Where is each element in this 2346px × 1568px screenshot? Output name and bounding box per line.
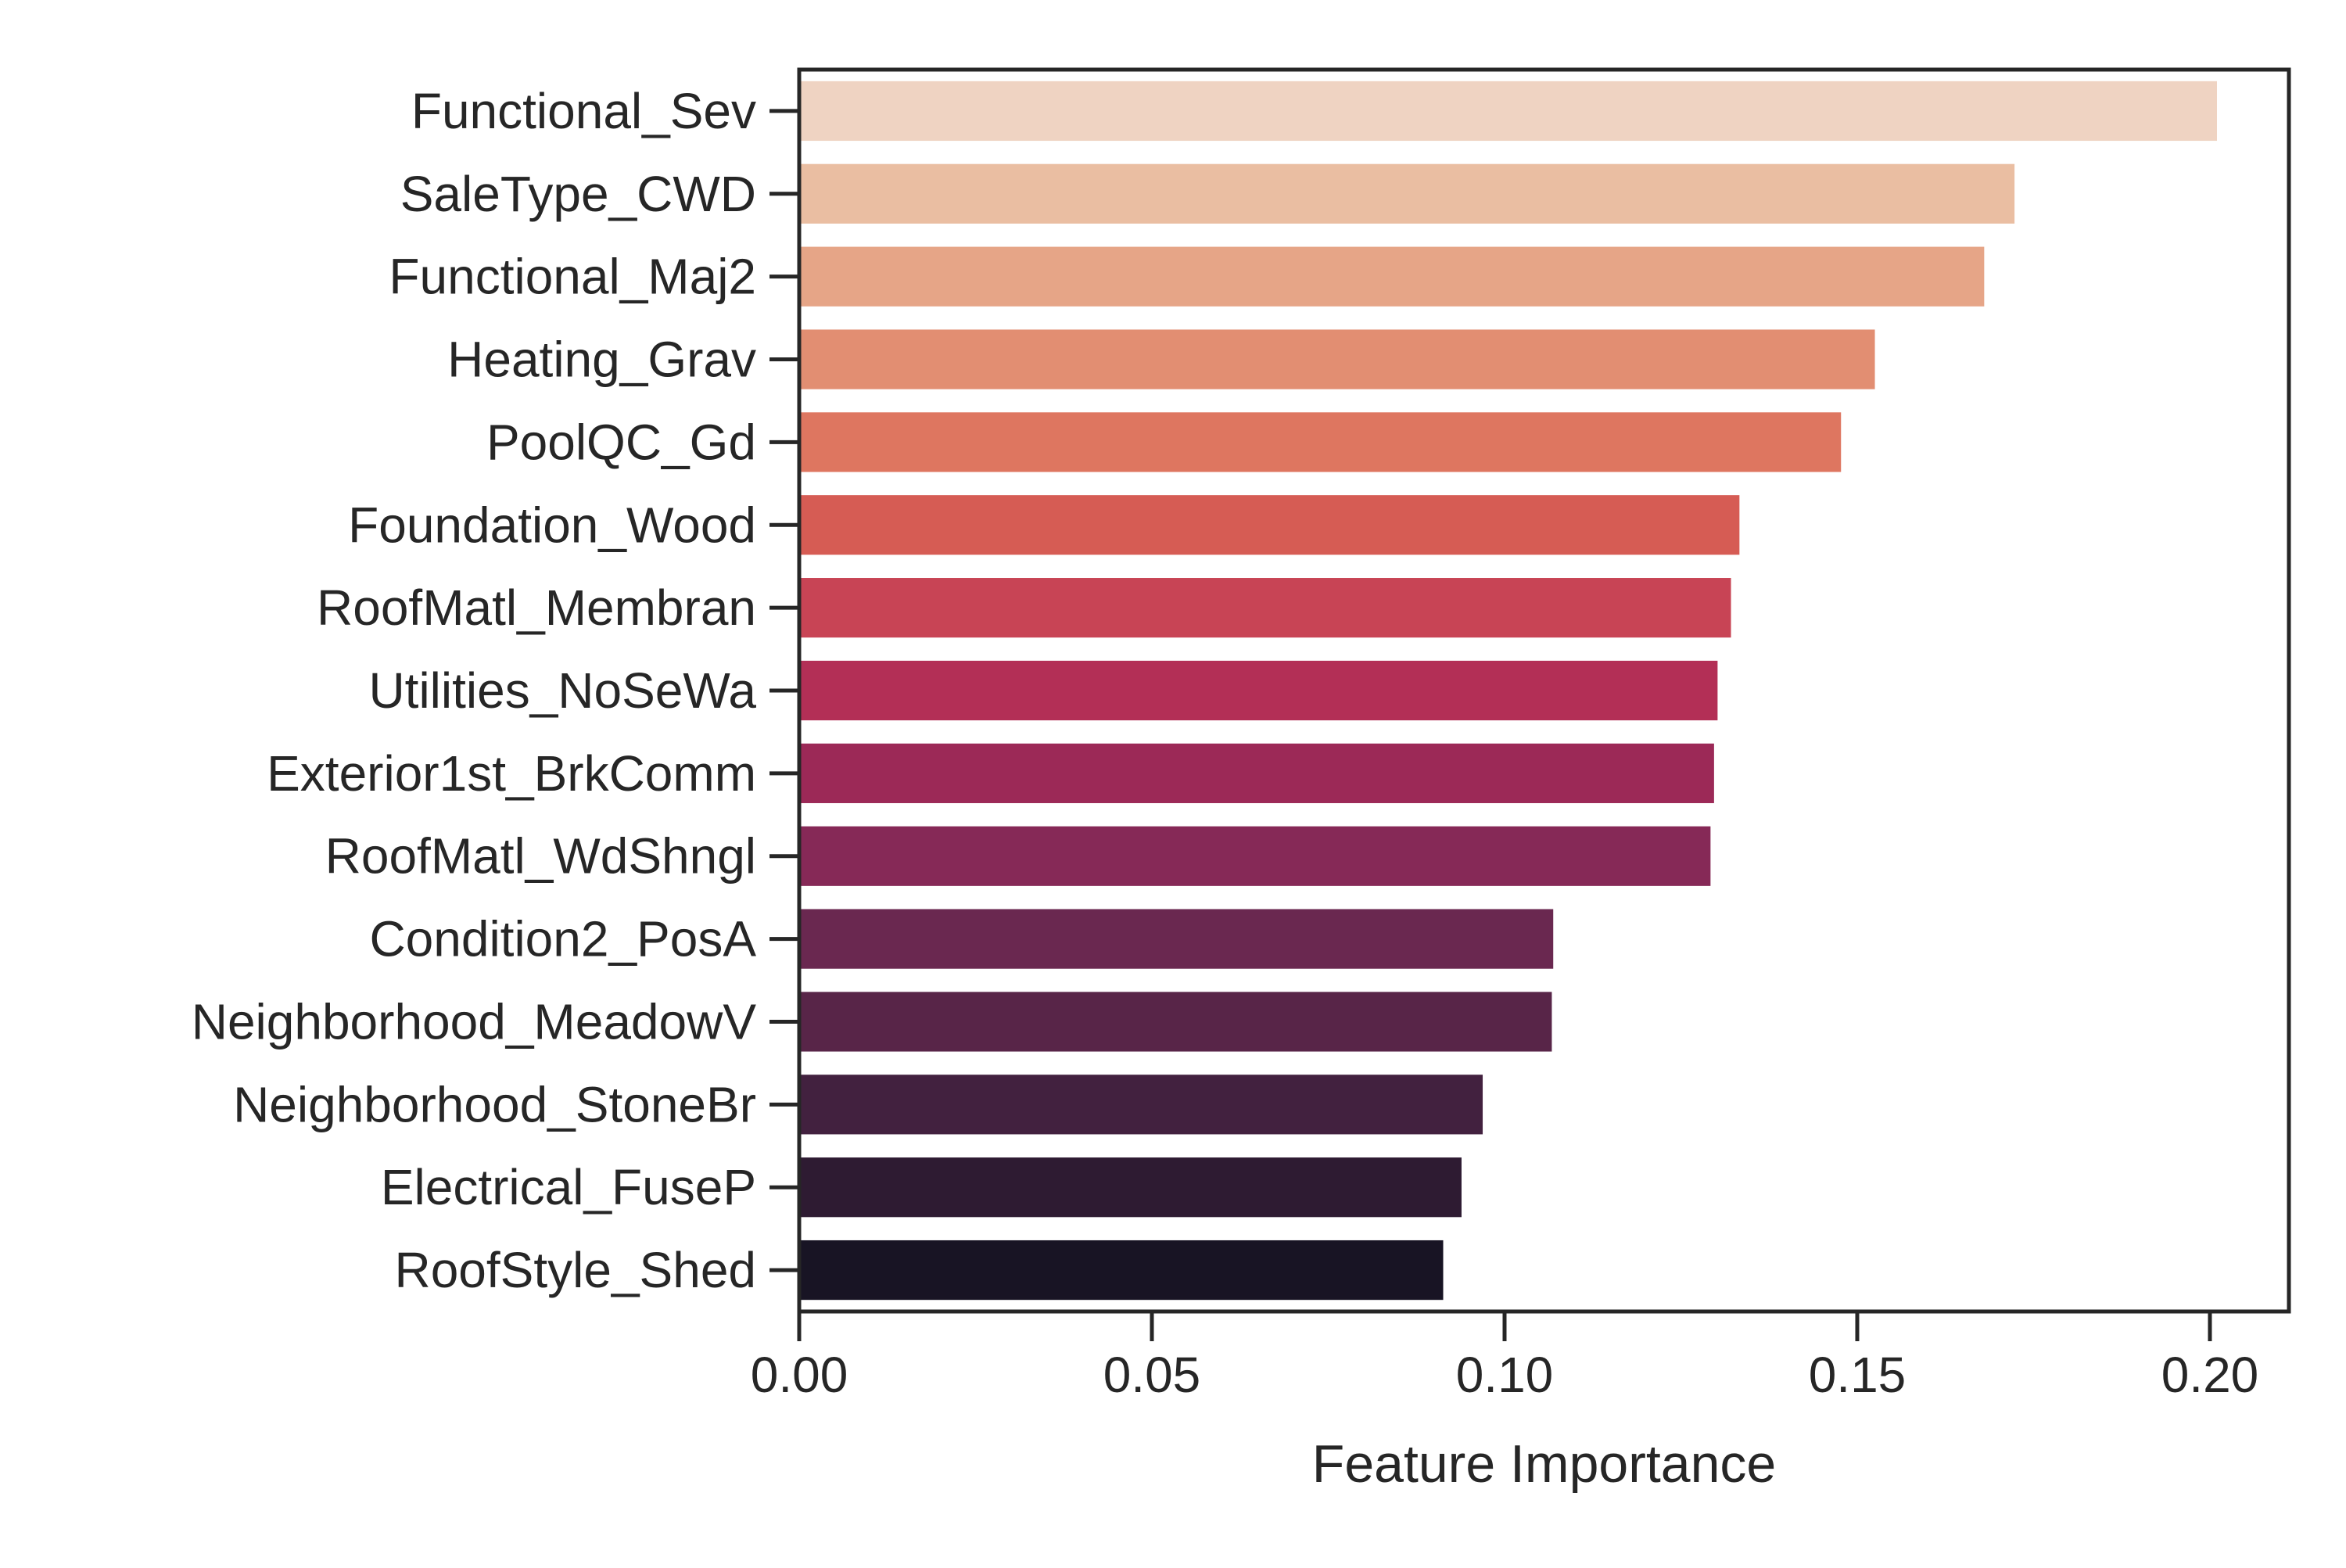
x-tick-label: 0.00 xyxy=(751,1347,848,1403)
y-tick-label: RoofStyle_Shed xyxy=(394,1242,756,1298)
bar xyxy=(799,743,1714,803)
x-tick-label: 0.10 xyxy=(1456,1347,1554,1403)
y-tick-label: Electrical_FuseP xyxy=(381,1159,756,1215)
bar xyxy=(799,1075,1483,1135)
bar xyxy=(799,329,1875,389)
y-tick-label: Utilities_NoSeWa xyxy=(368,662,756,719)
x-tick-label: 0.15 xyxy=(1809,1347,1907,1403)
y-axis-ticks: Functional_Sev SaleType_CWD Functional_Maj… xyxy=(192,83,799,1298)
bar xyxy=(799,992,1552,1052)
y-tick-label: SaleType_CWD xyxy=(400,166,756,222)
bars-layer xyxy=(799,81,2217,1301)
bar xyxy=(799,909,1554,969)
bar xyxy=(799,495,1740,555)
y-tick-label: Exterior1st_BrkComm xyxy=(267,745,756,802)
bar xyxy=(799,163,2015,224)
x-tick-label: 0.05 xyxy=(1103,1347,1201,1403)
bar xyxy=(799,578,1731,638)
x-axis-ticks: 0.00 0.05 0.10 0.15 0.20 xyxy=(751,1311,2259,1403)
y-tick-label: Functional_Sev xyxy=(411,83,756,139)
y-tick-label: Functional_Maj2 xyxy=(389,249,756,305)
bar xyxy=(799,81,2217,142)
y-tick-label: Foundation_Wood xyxy=(348,497,756,553)
y-tick-label: Neighborhood_MeadowV xyxy=(192,993,757,1050)
bar xyxy=(799,1240,1444,1301)
bar xyxy=(799,660,1718,721)
y-tick-label: Neighborhood_StoneBr xyxy=(233,1076,756,1132)
x-axis-label: Feature Importance xyxy=(1312,1434,1776,1494)
bar xyxy=(799,826,1711,886)
bar xyxy=(799,246,1985,307)
plot-frame xyxy=(797,67,2291,1314)
y-tick-label: Heating_Grav xyxy=(447,332,756,388)
y-tick-label: PoolQC_Gd xyxy=(486,414,756,470)
bar xyxy=(799,1157,1462,1218)
y-tick-label: RoofMatl_Membran xyxy=(317,579,756,636)
bar xyxy=(799,412,1842,472)
x-tick-label: 0.20 xyxy=(2161,1347,2259,1403)
y-tick-label: RoofMatl_WdShngl xyxy=(325,828,756,884)
y-tick-label: Condition2_PosA xyxy=(369,911,756,967)
